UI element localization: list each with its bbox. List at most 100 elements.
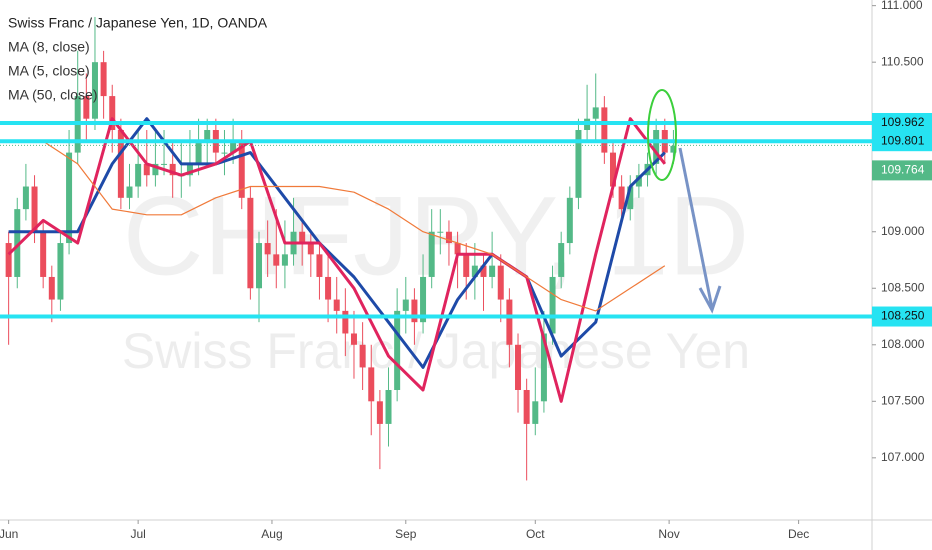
candle-body [592, 107, 599, 119]
legend-entry: MA (50, close) [8, 87, 97, 103]
ma-line [8, 117, 666, 369]
watermark-subtitle: Swiss Franc / Japanese Yen [122, 323, 750, 379]
candle-body [247, 197, 254, 289]
candle-body [394, 310, 401, 390]
candle-body [532, 401, 539, 424]
candle-body [204, 130, 211, 142]
y-tick-label: 108.500 [881, 280, 925, 294]
candle-body [221, 152, 228, 154]
candle-body [333, 299, 340, 311]
candle-body [601, 107, 608, 153]
candle-body [48, 276, 55, 300]
last-price-label: 109.764 [881, 163, 925, 177]
candle-body [627, 186, 634, 210]
plot [0, 16, 872, 481]
watermark-group: CHFJPY, 1D Swiss Franc / Japanese Yen [122, 174, 750, 380]
candle-body [57, 243, 64, 300]
candle-body [376, 401, 383, 424]
candle-body [385, 390, 392, 424]
candle-body [40, 231, 47, 277]
level-label: 108.250 [881, 309, 925, 323]
candle-body [22, 186, 29, 210]
candle-body [489, 265, 496, 277]
candle-body [506, 299, 513, 345]
candle-body [126, 186, 133, 198]
x-tick-label: Aug [261, 527, 282, 541]
candle-body [83, 96, 90, 119]
y-tick-label: 111.000 [881, 0, 923, 12]
x-tick-label: Oct [526, 527, 545, 541]
candle-body [471, 265, 478, 277]
candle-body [463, 254, 470, 277]
candle-body [480, 265, 487, 277]
candle-body [14, 209, 21, 277]
candle-body [230, 141, 237, 153]
candle-body [66, 152, 73, 244]
legend-entry: MA (5, close) [8, 63, 90, 79]
candle-body [325, 276, 332, 300]
candle-body [609, 152, 616, 187]
candle-body [670, 145, 677, 153]
candle-body [31, 186, 38, 232]
level-label: 109.962 [881, 115, 925, 129]
x-tick-label: Jun [0, 527, 18, 541]
legend-entry: MA (8, close) [8, 39, 90, 55]
level-label-box [872, 306, 932, 327]
candle-body [437, 231, 444, 233]
candle-body [195, 141, 202, 164]
chart-title: Swiss Franc / Japanese Yen, 1D, OANDA [8, 15, 268, 31]
level-label-box [872, 131, 932, 152]
candle-body [540, 333, 547, 402]
candle-body [143, 163, 150, 176]
candle-body [653, 130, 660, 164]
ma-line [7, 117, 666, 403]
y-tick-label: 109.000 [881, 224, 925, 238]
candle-body [186, 163, 193, 176]
y-tick-label: 110.500 [881, 54, 924, 68]
candle-body [273, 254, 280, 266]
candle-body [161, 163, 168, 165]
candle-body [281, 254, 288, 266]
candle-body [549, 276, 556, 334]
x-tick-label: Sep [395, 527, 417, 541]
candle-body [109, 96, 116, 130]
y-tick-label: 108.000 [881, 337, 925, 351]
candle-body [420, 276, 427, 323]
candle-body [523, 390, 530, 424]
candle-body [316, 254, 323, 277]
y-tick-label: 107.500 [881, 393, 925, 407]
candle-body [454, 243, 461, 255]
candle-body [264, 243, 271, 255]
candle-body [350, 333, 357, 345]
candle-body [515, 344, 522, 390]
x-tick-label: Nov [658, 527, 679, 541]
candle-body [299, 231, 306, 244]
candle-body [5, 243, 12, 277]
candle-body [342, 310, 349, 334]
x-tick-label: Dec [788, 527, 809, 541]
candle-body [135, 163, 142, 187]
candle-body [368, 367, 375, 402]
level-label: 109.801 [881, 133, 925, 147]
candle-body [402, 299, 409, 311]
candle-body [497, 265, 504, 300]
annotation-ellipse [647, 89, 677, 181]
candle-body [575, 130, 582, 198]
candle-body [307, 243, 314, 255]
level-label-box [872, 112, 932, 133]
y-tick-label: 107.000 [881, 450, 925, 464]
candle-body [117, 130, 124, 198]
candle-body [152, 163, 159, 176]
candle-body [635, 175, 642, 187]
candle-body [445, 231, 452, 244]
x-tick-label: Jul [130, 527, 145, 541]
candle-body [256, 243, 263, 289]
candle-body [618, 186, 625, 210]
candle-body [428, 231, 435, 277]
candle-body [238, 141, 245, 198]
last-price-box [872, 160, 932, 181]
annotation-arrow [678, 147, 722, 314]
ma-line [42, 140, 666, 312]
